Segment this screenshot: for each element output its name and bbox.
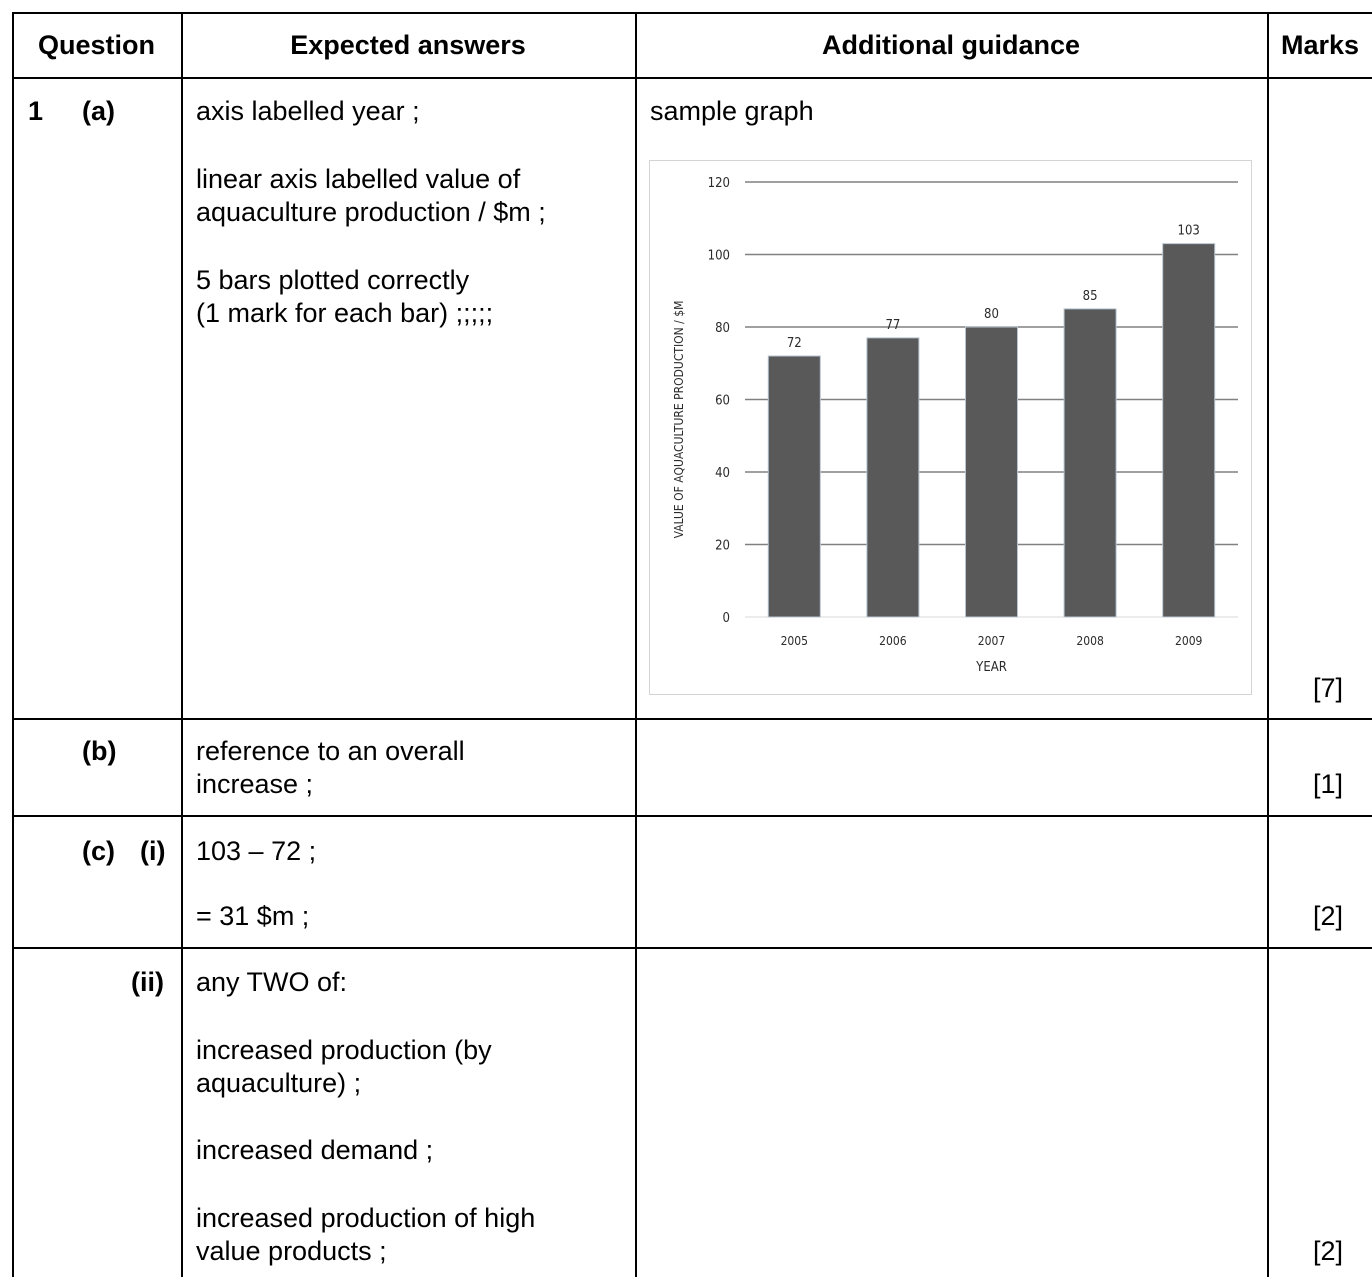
marks-ci: [2] <box>1312 901 1343 931</box>
marks-a: [7] <box>1312 673 1343 703</box>
bar-value-label: 80 <box>984 307 999 322</box>
col-divider-expected <box>635 12 637 1277</box>
bar <box>767 355 821 618</box>
answer-line: axis labelled year ; <box>196 96 420 126</box>
row-a-bottom-border <box>12 718 1372 720</box>
sample-bar-chart: 0 20 40 60 80 100 120 72 2005 77 2006 80 2007 85 2008 1… <box>649 160 1252 695</box>
bar <box>965 326 1018 618</box>
answer-line: 103 – 72 ; <box>196 836 317 866</box>
question-part-b: (b) <box>82 736 117 766</box>
y-tick-label: 60 <box>715 394 730 409</box>
answer-line: any TWO of: <box>196 967 348 997</box>
bar-value-label: 85 <box>1083 289 1098 304</box>
y-tick-label: 80 <box>715 321 730 336</box>
question-subpart-ii: (ii) <box>131 967 164 997</box>
header-marks: Marks <box>1281 30 1360 60</box>
bar <box>1162 243 1216 618</box>
y-tick-label: 120 <box>708 176 730 191</box>
x-tick-label: 2007 <box>978 634 1005 648</box>
col-divider-guidance <box>1267 12 1269 1277</box>
header-bottom-border <box>12 77 1372 79</box>
answer-line: increase ; <box>196 769 314 799</box>
x-tick-label: 2006 <box>879 634 907 648</box>
y-axis-title: VALUE OF AQUACULTURE PRODUCTION / $M <box>672 301 686 539</box>
answer-line: = 31 $m ; <box>196 901 310 931</box>
y-tick-label: 20 <box>715 539 730 554</box>
question-part-a: (a) <box>82 96 115 126</box>
header-additional-guidance: Additional guidance <box>821 30 1080 60</box>
answer-line: increased production of high <box>196 1203 536 1233</box>
answer-line: 5 bars plotted correctly <box>196 265 470 295</box>
question-part-c: (c) <box>82 836 115 866</box>
question-number: 1 <box>28 96 44 126</box>
x-tick-label: 2005 <box>781 634 808 648</box>
x-tick-label: 2008 <box>1076 634 1104 648</box>
header-question: Question <box>37 30 155 60</box>
bar-chart-svg: 0 20 40 60 80 100 120 72 2005 77 2006 80 2007 85 2008 1… <box>672 176 1238 675</box>
header-expected-answers: Expected answers <box>290 30 526 60</box>
table-top-border <box>12 12 1372 14</box>
guidance-sample-graph: sample graph <box>650 96 814 126</box>
answer-line: increased demand ; <box>196 1135 434 1165</box>
y-tick-label: 0 <box>723 611 730 626</box>
row-ci-bottom-border <box>12 947 1372 949</box>
answer-line: aquaculture) ; <box>196 1068 362 1098</box>
y-tick-label: 40 <box>715 466 730 481</box>
answer-line: increased production (by <box>196 1035 492 1065</box>
bar-value-label: 72 <box>787 336 802 351</box>
bar <box>1063 308 1117 618</box>
col-divider-question <box>181 12 183 1277</box>
marks-cii: [2] <box>1312 1236 1343 1266</box>
bar-value-label: 77 <box>885 318 900 333</box>
answer-line: linear axis labelled value of <box>196 164 521 194</box>
x-axis-title: YEAR <box>975 660 1007 675</box>
answer-line: reference to an overall <box>196 736 465 766</box>
x-tick-label: 2009 <box>1175 634 1203 648</box>
table-left-border <box>12 12 14 1277</box>
answer-line: aquaculture production / $m ; <box>196 197 546 227</box>
answer-line: value products ; <box>196 1236 387 1266</box>
y-tick-label: 100 <box>708 249 730 264</box>
row-b-bottom-border <box>12 815 1372 817</box>
bar-value-label: 103 <box>1178 224 1200 239</box>
marks-b: [1] <box>1312 769 1343 799</box>
bar <box>866 337 920 618</box>
question-subpart-i: (i) <box>140 836 166 866</box>
answer-line: (1 mark for each bar) ;;;;; <box>196 298 494 328</box>
